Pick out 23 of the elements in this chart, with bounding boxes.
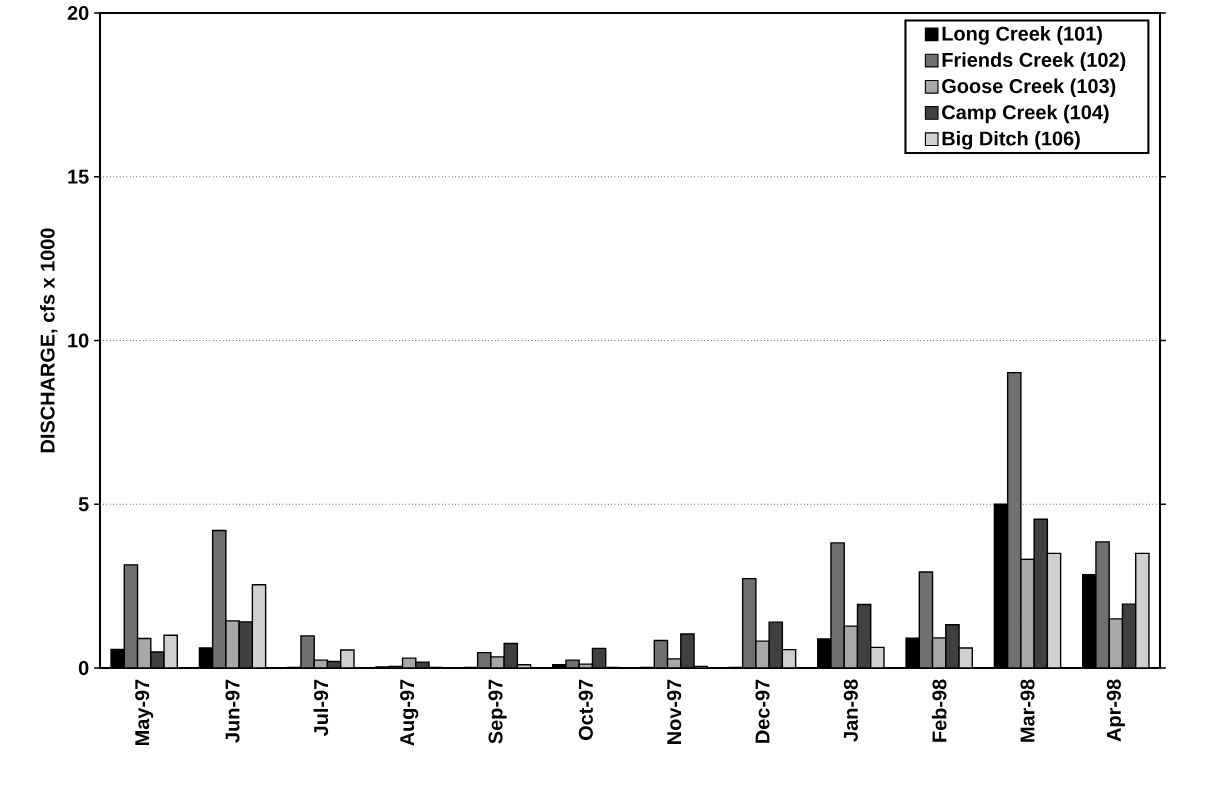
y-tick-label: 5: [78, 497, 89, 512]
legend-label: Camp Creek (104): [942, 104, 1109, 124]
x-tick-label: Apr-98: [1106, 679, 1125, 742]
y-axis-title: DISCHARGE, cfs x 1000: [40, 228, 58, 453]
y-tick-label: 10: [68, 333, 89, 348]
legend-label: Long Creek (101): [942, 26, 1102, 45]
y-tick-label: 0: [78, 660, 89, 676]
x-tick-label: May-97: [135, 679, 154, 746]
legend-label: Big Ditch (106): [942, 130, 1080, 150]
x-tick-label: Nov-97: [667, 679, 682, 744]
x-tick-label: Jan-98: [843, 679, 858, 742]
x-tick-label: Sep-97: [488, 679, 507, 744]
y-tick-label: 20: [67, 5, 89, 21]
x-tick-label: Feb-98: [931, 679, 947, 742]
x-tick-label: Jul-97: [313, 679, 329, 737]
x-tick-label: Mar-98: [1020, 679, 1035, 742]
x-tick-label: Jun-97: [225, 679, 240, 743]
x-tick-label: Oct-97: [578, 679, 593, 740]
x-tick-label: Aug-97: [400, 679, 419, 746]
x-tick-label: Dec-97: [755, 679, 770, 743]
y-tick-label: 15: [68, 169, 89, 184]
legend-label: Friends Creek (102): [942, 52, 1126, 71]
legend-label: Goose Creek (103): [942, 78, 1116, 98]
